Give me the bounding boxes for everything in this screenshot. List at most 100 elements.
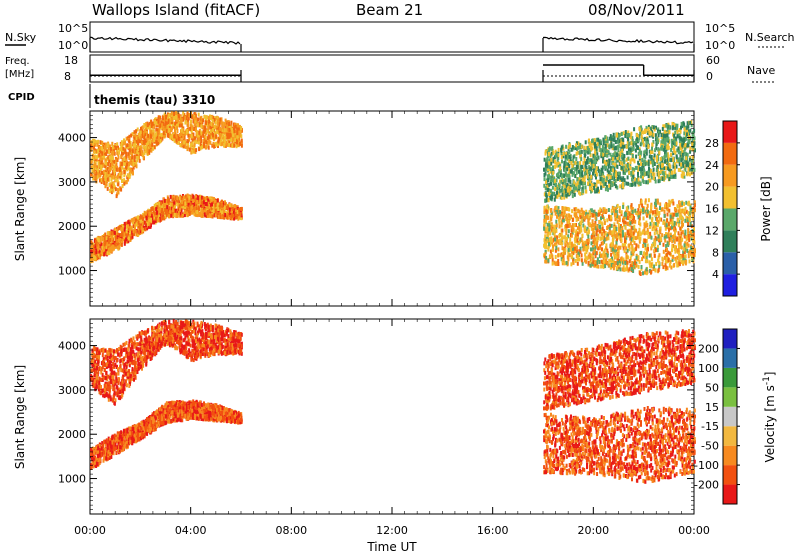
data-point xyxy=(153,134,156,139)
data-point xyxy=(596,260,598,265)
data-point xyxy=(230,120,233,125)
data-point xyxy=(616,260,619,265)
data-point xyxy=(667,203,670,208)
data-point xyxy=(153,203,156,208)
data-point xyxy=(120,162,123,166)
data-point xyxy=(567,251,570,256)
data-point xyxy=(630,245,633,249)
data-point xyxy=(137,146,140,151)
data-point xyxy=(626,260,629,265)
data-point xyxy=(666,212,669,217)
data-point xyxy=(619,233,622,238)
data-point xyxy=(549,249,552,254)
data-point xyxy=(674,256,677,261)
data-point xyxy=(150,148,153,153)
data-point xyxy=(632,251,635,256)
plot-title: Wallops Island (fitACF) xyxy=(92,1,260,19)
data-point xyxy=(625,215,628,220)
data-point xyxy=(108,183,111,188)
data-point xyxy=(125,229,128,234)
data-point xyxy=(207,145,210,150)
data-point xyxy=(637,232,640,237)
data-point xyxy=(655,262,658,266)
data-point xyxy=(578,257,581,262)
data-point xyxy=(96,168,99,173)
data-point xyxy=(608,263,611,268)
data-point xyxy=(237,137,240,142)
data-point xyxy=(685,200,688,205)
data-point xyxy=(557,217,560,222)
data-point xyxy=(687,222,690,226)
data-point xyxy=(135,139,137,144)
data-point xyxy=(131,234,134,239)
data-point xyxy=(166,128,169,133)
data-point xyxy=(162,201,165,205)
data-point xyxy=(100,180,103,184)
data-point xyxy=(224,213,227,217)
data-point xyxy=(103,148,106,153)
data-point xyxy=(633,227,636,232)
data-point xyxy=(163,133,165,138)
data-point xyxy=(157,115,160,120)
data-point xyxy=(165,210,167,215)
data-point xyxy=(600,227,602,232)
data-point xyxy=(656,248,659,253)
data-point xyxy=(174,121,177,126)
data-point xyxy=(126,173,129,178)
data-point xyxy=(645,211,648,216)
data-point xyxy=(227,205,229,210)
data-point xyxy=(200,115,203,120)
data-point xyxy=(561,228,564,233)
data-point xyxy=(159,123,162,128)
data-point xyxy=(601,253,603,258)
data-point xyxy=(179,143,182,148)
data-point xyxy=(679,254,682,259)
data-point xyxy=(181,200,184,205)
data-point xyxy=(125,136,128,141)
data-point xyxy=(629,263,632,268)
data-point xyxy=(198,137,201,142)
data-point xyxy=(608,227,611,231)
data-point xyxy=(183,213,186,217)
data-point xyxy=(573,246,576,251)
data-point xyxy=(664,259,667,264)
data-point xyxy=(109,249,112,254)
data-point xyxy=(613,212,616,217)
data-point xyxy=(91,157,94,162)
data-point xyxy=(140,138,143,143)
data-point xyxy=(111,236,114,241)
data-point xyxy=(232,213,234,218)
data-point xyxy=(152,146,155,151)
data-point xyxy=(677,254,680,258)
data-point xyxy=(99,178,101,183)
data-point xyxy=(667,222,670,227)
data-point xyxy=(627,147,630,151)
data-point xyxy=(99,149,102,154)
data-point xyxy=(94,171,97,176)
data-point xyxy=(222,205,225,210)
data-point xyxy=(198,200,201,205)
data-point xyxy=(603,248,606,253)
data-point xyxy=(688,211,691,216)
data-point xyxy=(196,123,199,128)
data-point xyxy=(638,213,641,218)
data-point xyxy=(603,259,606,264)
data-point xyxy=(658,260,661,265)
data-point xyxy=(602,250,605,255)
data-point xyxy=(683,131,686,136)
data-point xyxy=(95,170,98,175)
data-point xyxy=(601,231,604,236)
data-point xyxy=(604,253,607,258)
data-point xyxy=(644,200,647,205)
data-point xyxy=(630,229,633,234)
data-point xyxy=(141,221,144,226)
data-point xyxy=(587,261,590,265)
data-point xyxy=(549,254,552,259)
noise-traces xyxy=(89,36,695,52)
data-point xyxy=(99,240,102,245)
data-point xyxy=(644,224,647,229)
data-point xyxy=(680,260,683,265)
data-point xyxy=(576,261,579,266)
data-point xyxy=(97,161,100,165)
data-point xyxy=(615,249,618,254)
